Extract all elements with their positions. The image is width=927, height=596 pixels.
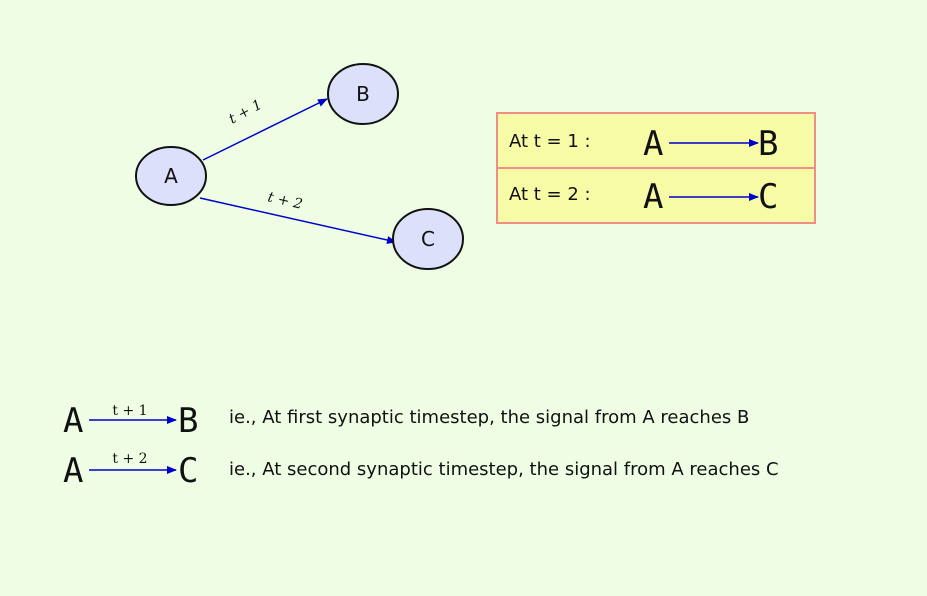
node-a: A	[135, 146, 207, 206]
box-row-2-to: C	[758, 177, 778, 217]
legend-row-1: A t + 1 B ie., At first synaptic timeste…	[63, 401, 749, 441]
edge-label-a-c: t + 2	[266, 189, 304, 213]
box-row-1-prefix: At t = 1 :	[509, 131, 591, 152]
node-c: C	[392, 208, 464, 270]
node-c-label: C	[421, 227, 435, 251]
node-a-label: A	[164, 164, 178, 188]
box-row-2-from: A	[643, 177, 663, 217]
legend-row-1-text: ie., At first synaptic timestep, the sig…	[229, 407, 749, 428]
edge-label-a-b: t + 1	[226, 97, 265, 128]
legend-row-2-label: t + 2	[112, 451, 147, 467]
edge-a-to-c	[199, 197, 397, 244]
legend-row-2: A t + 2 C ie., At second synaptic timest…	[63, 451, 779, 491]
timestep-box: At t = 1 : A B At t = 2 : A C	[496, 112, 816, 224]
legend-row-2-from: A	[63, 451, 83, 491]
legend-row-1-from: A	[63, 401, 83, 441]
box-row-1-from: A	[643, 124, 663, 164]
legend-row-2-text: ie., At second synaptic timestep, the si…	[229, 459, 779, 480]
box-row-1-to: B	[758, 124, 778, 164]
legend-row-2-to: C	[178, 451, 198, 491]
node-b-label: B	[356, 82, 370, 106]
node-b: B	[327, 63, 399, 125]
box-row-2: At t = 2 : A C	[509, 177, 778, 217]
legend-row-1-label: t + 1	[112, 403, 147, 419]
edge-a-to-b	[202, 98, 328, 161]
legend-row-1-to: B	[178, 401, 198, 441]
box-row-1: At t = 1 : A B	[509, 124, 778, 164]
box-row-2-prefix: At t = 2 :	[509, 184, 591, 205]
